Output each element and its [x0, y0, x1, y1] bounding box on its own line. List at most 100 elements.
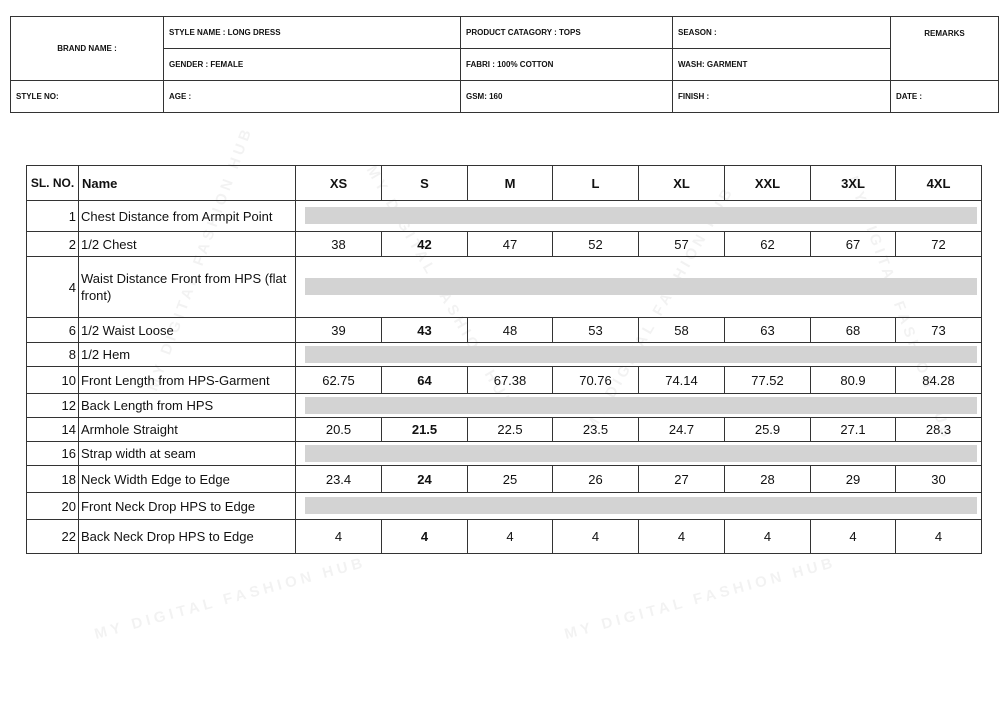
size-header-m: M — [467, 165, 553, 201]
table-row: 18 Neck Width Edge to Edge 23.4 24 25 26 27 28 2… — [26, 465, 982, 493]
gsm: GSM: 160 — [460, 80, 673, 113]
empty-values-cell — [295, 256, 982, 318]
size-value-l: 70.76 — [552, 366, 639, 394]
size-value-m: 48 — [467, 317, 553, 343]
row-measurement-name: Back Neck Drop HPS to Edge — [78, 519, 296, 554]
row-sl-no: 18 — [26, 465, 79, 493]
table-row: 4 Waist Distance Front from HPS (flat fro… — [26, 256, 982, 318]
table-row: 12 Back Length from HPS — [26, 393, 982, 418]
size-value-s: 42 — [381, 231, 468, 257]
row-measurement-name: Armhole Straight — [78, 417, 296, 442]
table-row: 10 Front Length from HPS-Garment 62.75 64 67… — [26, 366, 982, 394]
brand-name-label: BRAND NAME : — [10, 16, 164, 81]
table-row: 6 1/2 Waist Loose 39 43 48 53 58 63 68 73 — [26, 317, 982, 343]
size-value-xs: 38 — [295, 231, 382, 257]
row-measurement-name: Neck Width Edge to Edge — [78, 465, 296, 493]
product-category: PRODUCT CATAGORY : TOPS — [460, 16, 673, 49]
size-value-xs: 23.4 — [295, 465, 382, 493]
size-value-s: 43 — [381, 317, 468, 343]
size-header-s: S — [381, 165, 468, 201]
row-measurement-name: Front Length from HPS-Garment — [78, 366, 296, 394]
row-measurement-name: Waist Distance Front from HPS (flat fron… — [78, 256, 296, 318]
empty-values-cell — [295, 200, 982, 232]
row-measurement-name: 1/2 Chest — [78, 231, 296, 257]
empty-values-cell — [295, 342, 982, 367]
size-value-xs: 62.75 — [295, 366, 382, 394]
size-value-3xl: 29 — [810, 465, 896, 493]
size-value-3xl: 27.1 — [810, 417, 896, 442]
row-sl-no: 4 — [26, 256, 79, 318]
size-value-4xl: 28.3 — [895, 417, 982, 442]
row-sl-no: 14 — [26, 417, 79, 442]
grey-placeholder-bar — [305, 207, 977, 224]
finish: FINISH : — [672, 80, 891, 113]
style-no: STYLE NO: — [10, 80, 164, 113]
size-value-xs: 39 — [295, 317, 382, 343]
row-measurement-name: Back Length from HPS — [78, 393, 296, 418]
row-measurement-name: 1/2 Hem — [78, 342, 296, 367]
remarks-label: REMARKS — [890, 16, 999, 81]
size-value-3xl: 80.9 — [810, 366, 896, 394]
row-sl-no: 16 — [26, 441, 79, 466]
row-sl-no: 22 — [26, 519, 79, 554]
table-row: 8 1/2 Hem — [26, 342, 982, 367]
grey-placeholder-bar — [305, 396, 977, 414]
size-value-xl: 27 — [638, 465, 725, 493]
fabric: FABRI : 100% COTTON — [460, 48, 673, 81]
date: DATE : — [890, 80, 999, 113]
table-row: 16 Strap width at seam — [26, 441, 982, 466]
size-value-xxl: 77.52 — [724, 366, 811, 394]
size-value-xxl: 25.9 — [724, 417, 811, 442]
size-value-4xl: 72 — [895, 231, 982, 257]
size-value-4xl: 4 — [895, 519, 982, 554]
empty-values-cell — [295, 393, 982, 418]
size-value-m: 67.38 — [467, 366, 553, 394]
size-value-xxl: 63 — [724, 317, 811, 343]
size-value-xs: 4 — [295, 519, 382, 554]
size-value-xxl: 62 — [724, 231, 811, 257]
size-value-s: 24 — [381, 465, 468, 493]
size-value-xl: 74.14 — [638, 366, 725, 394]
row-sl-no: 6 — [26, 317, 79, 343]
size-header-xs: XS — [295, 165, 382, 201]
row-sl-no: 8 — [26, 342, 79, 367]
sl-no-header: SL. NO. — [26, 165, 79, 201]
watermark: MY DIGITAL FASHION HUB — [92, 553, 368, 644]
size-value-xl: 24.7 — [638, 417, 725, 442]
row-measurement-name: 1/2 Waist Loose — [78, 317, 296, 343]
row-sl-no: 1 — [26, 200, 79, 232]
size-value-4xl: 73 — [895, 317, 982, 343]
gender: GENDER : FEMALE — [163, 48, 461, 81]
table-row: 22 Back Neck Drop HPS to Edge 4 4 4 4 4 4 4 4 — [26, 519, 982, 554]
measurement-spec-table: SL. NO. Name XS S M L XL XXL 3XL 4XL 1 Chest Dis… — [26, 165, 982, 554]
row-measurement-name: Chest Distance from Armpit Point — [78, 200, 296, 232]
size-value-4xl: 84.28 — [895, 366, 982, 394]
size-value-l: 4 — [552, 519, 639, 554]
size-value-l: 52 — [552, 231, 639, 257]
row-measurement-name: Front Neck Drop HPS to Edge — [78, 492, 296, 520]
style-name: STYLE NAME : LONG DRESS — [163, 16, 461, 49]
grey-placeholder-bar — [305, 444, 977, 462]
size-value-m: 25 — [467, 465, 553, 493]
table-row: 2 1/2 Chest 38 42 47 52 57 62 67 72 — [26, 231, 982, 257]
size-value-l: 53 — [552, 317, 639, 343]
size-value-xl: 57 — [638, 231, 725, 257]
size-value-s: 21.5 — [381, 417, 468, 442]
size-header-xl: XL — [638, 165, 725, 201]
row-sl-no: 12 — [26, 393, 79, 418]
size-value-xl: 4 — [638, 519, 725, 554]
empty-values-cell — [295, 441, 982, 466]
grey-placeholder-bar — [305, 278, 977, 295]
season: SEASON : — [672, 16, 891, 49]
row-sl-no: 20 — [26, 492, 79, 520]
size-value-3xl: 67 — [810, 231, 896, 257]
table-row: 20 Front Neck Drop HPS to Edge — [26, 492, 982, 520]
name-header: Name — [78, 165, 296, 201]
size-value-s: 4 — [381, 519, 468, 554]
size-value-m: 4 — [467, 519, 553, 554]
size-value-3xl: 68 — [810, 317, 896, 343]
size-header-3xl: 3XL — [810, 165, 896, 201]
size-value-m: 22.5 — [467, 417, 553, 442]
watermark: MY DIGITAL FASHION HUB — [562, 553, 838, 644]
age: AGE : — [163, 80, 461, 113]
